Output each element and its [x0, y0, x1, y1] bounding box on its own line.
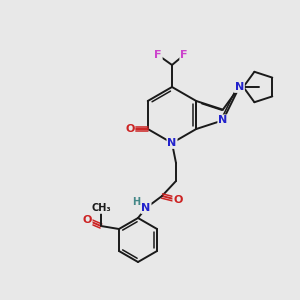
Text: F: F — [180, 50, 188, 60]
Text: CH₃: CH₃ — [91, 203, 111, 213]
Text: H: H — [132, 197, 140, 207]
Text: O: O — [173, 195, 183, 205]
Text: N: N — [235, 82, 244, 92]
Text: N: N — [141, 203, 151, 213]
Text: N: N — [218, 115, 227, 125]
Text: O: O — [82, 215, 92, 225]
Text: N: N — [167, 138, 177, 148]
Text: O: O — [125, 124, 134, 134]
Text: F: F — [154, 50, 162, 60]
